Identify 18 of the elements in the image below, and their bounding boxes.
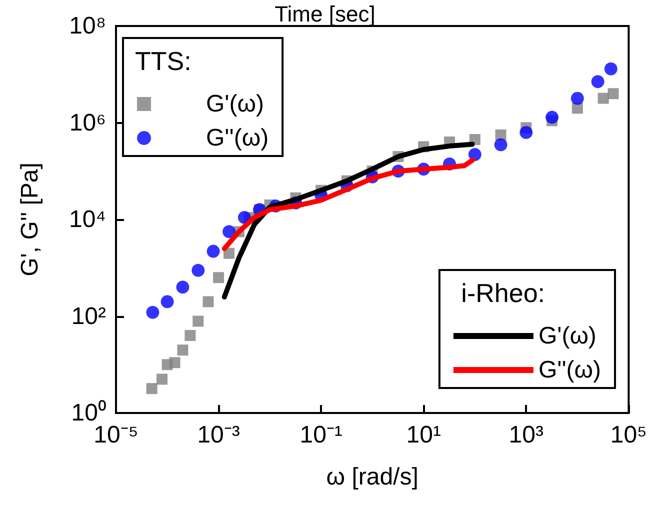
x-tick-label: 10⁻¹ — [300, 422, 342, 448]
annotation: i-Rheo: — [461, 278, 546, 308]
y-tick-label: 10⁴ — [68, 206, 106, 233]
x-tick-label: 10⁵ — [610, 422, 648, 448]
x-axis-title: ω [rad/s] — [326, 464, 418, 490]
x-tick-label: 10³ — [508, 422, 544, 448]
annotation: TTS: — [135, 46, 192, 76]
x-tick-label: 10¹ — [406, 422, 441, 448]
legend-label: G''(ω) — [538, 356, 602, 384]
chart-title: Time [sec] — [274, 2, 376, 26]
y-axis-title: G', G'' [Pa] — [16, 162, 44, 276]
legend-label: G'(ω) — [538, 322, 596, 350]
y-tick-label: 10⁶ — [69, 109, 106, 136]
legend-label: G''(ω) — [206, 124, 269, 152]
y-tick-label: 10⁸ — [69, 12, 106, 40]
x-tick-label: 10⁻³ — [197, 422, 240, 448]
y-tick-label: 10² — [71, 302, 106, 330]
legend-label: G'(ω) — [206, 90, 264, 118]
